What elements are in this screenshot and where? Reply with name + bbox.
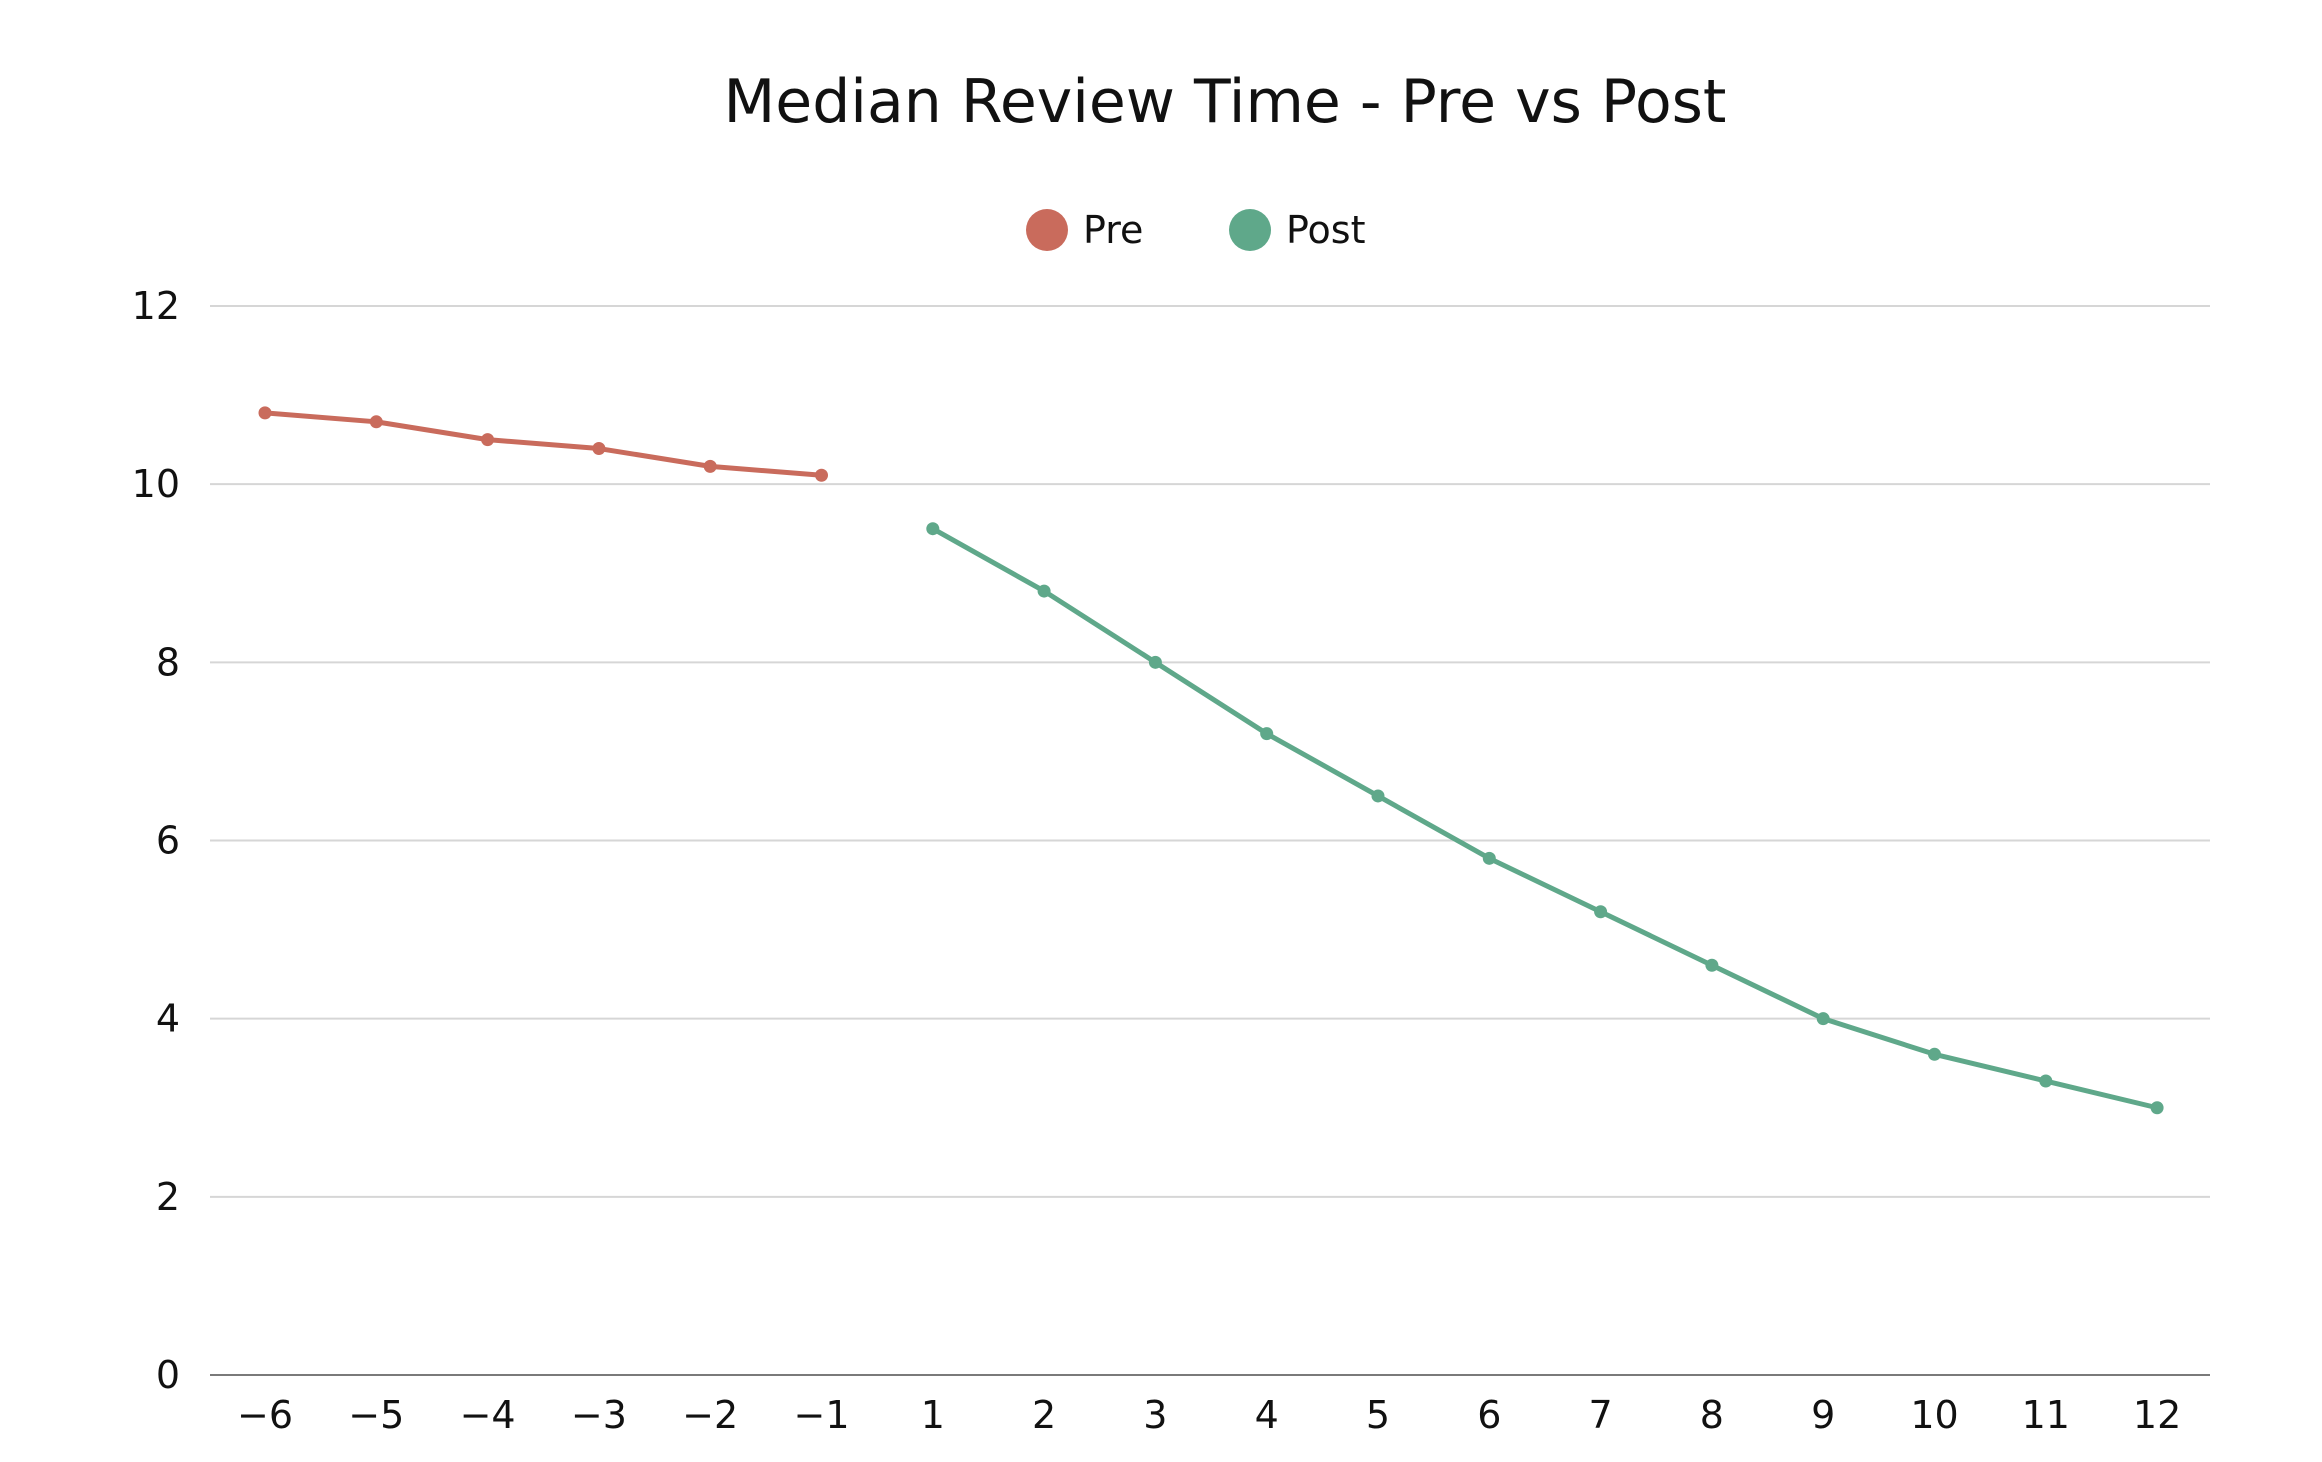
data-point-post — [1705, 958, 1719, 972]
y-tick-label-2: 2 — [156, 1175, 180, 1219]
x-tick-label: 3 — [1143, 1393, 1167, 1437]
data-point-pre — [481, 433, 495, 447]
x-axis-ticks: −6 −5 −4 −3 −2 −1 1 2 3 4 5 6 7 8 9 10 11 12 — [237, 1393, 2181, 1437]
x-tick-label: −1 — [793, 1393, 849, 1437]
series-post — [926, 522, 2164, 1115]
y-tick-label-12: 12 — [132, 284, 180, 328]
y-tick-label-10: 10 — [132, 462, 180, 506]
y-tick-label-4: 4 — [156, 997, 180, 1041]
chart-title: Median Review Time - Pre vs Post — [724, 67, 1727, 137]
y-tick-label-8: 8 — [156, 640, 180, 684]
data-point-pre — [703, 459, 717, 473]
legend-label-pre: Pre — [1083, 208, 1143, 252]
series-layer — [258, 406, 2164, 1115]
y-tick-label-0: 0 — [156, 1353, 180, 1397]
x-tick-label: 10 — [1910, 1393, 1958, 1437]
data-point-pre — [815, 468, 828, 482]
data-point-pre — [369, 415, 383, 429]
y-axis-ticks: 0 2 4 6 8 10 12 — [132, 284, 180, 1397]
data-point-post — [926, 522, 940, 536]
y-tick-label-6: 6 — [156, 819, 180, 863]
x-tick-label: 6 — [1477, 1393, 1501, 1437]
data-point-post — [1594, 905, 1608, 919]
data-point-post — [1816, 1012, 1830, 1026]
data-point-post — [1037, 584, 1051, 598]
x-tick-label: 7 — [1589, 1393, 1613, 1437]
x-tick-label: 5 — [1366, 1393, 1390, 1437]
grid — [210, 305, 2210, 1376]
x-tick-label: 12 — [2133, 1393, 2181, 1437]
x-tick-label: 2 — [1032, 1393, 1056, 1437]
legend-marker-pre — [1026, 209, 1068, 251]
x-tick-label: 11 — [2022, 1393, 2070, 1437]
legend-marker-post — [1229, 209, 1271, 251]
x-tick-label: 4 — [1255, 1393, 1279, 1437]
data-point-post — [1260, 727, 1274, 741]
data-point-post — [1928, 1047, 1941, 1061]
x-tick-label: 8 — [1700, 1393, 1724, 1437]
series-line-pre — [262, 410, 824, 478]
data-point-post — [2039, 1074, 2053, 1088]
data-point-post — [2150, 1101, 2164, 1115]
data-point-post — [1148, 655, 1162, 669]
data-point-post — [1371, 789, 1385, 803]
legend-label-post: Post — [1286, 208, 1366, 252]
x-tick-label: −6 — [237, 1393, 293, 1437]
x-tick-label: 9 — [1811, 1393, 1835, 1437]
x-tick-label: −5 — [348, 1393, 404, 1437]
legend-item-pre: Pre — [1026, 208, 1143, 252]
x-tick-label: 1 — [921, 1393, 945, 1437]
data-point-pre — [258, 406, 272, 420]
series-line-post — [930, 526, 2160, 1111]
data-point-post — [1482, 851, 1496, 865]
legend-item-post: Post — [1229, 208, 1366, 252]
data-point-pre — [592, 442, 606, 456]
x-tick-label: −2 — [682, 1393, 738, 1437]
series-pre — [258, 406, 828, 482]
legend: Pre Post — [1026, 208, 1366, 252]
x-tick-label: −4 — [460, 1393, 516, 1437]
x-tick-label: −3 — [571, 1393, 627, 1437]
